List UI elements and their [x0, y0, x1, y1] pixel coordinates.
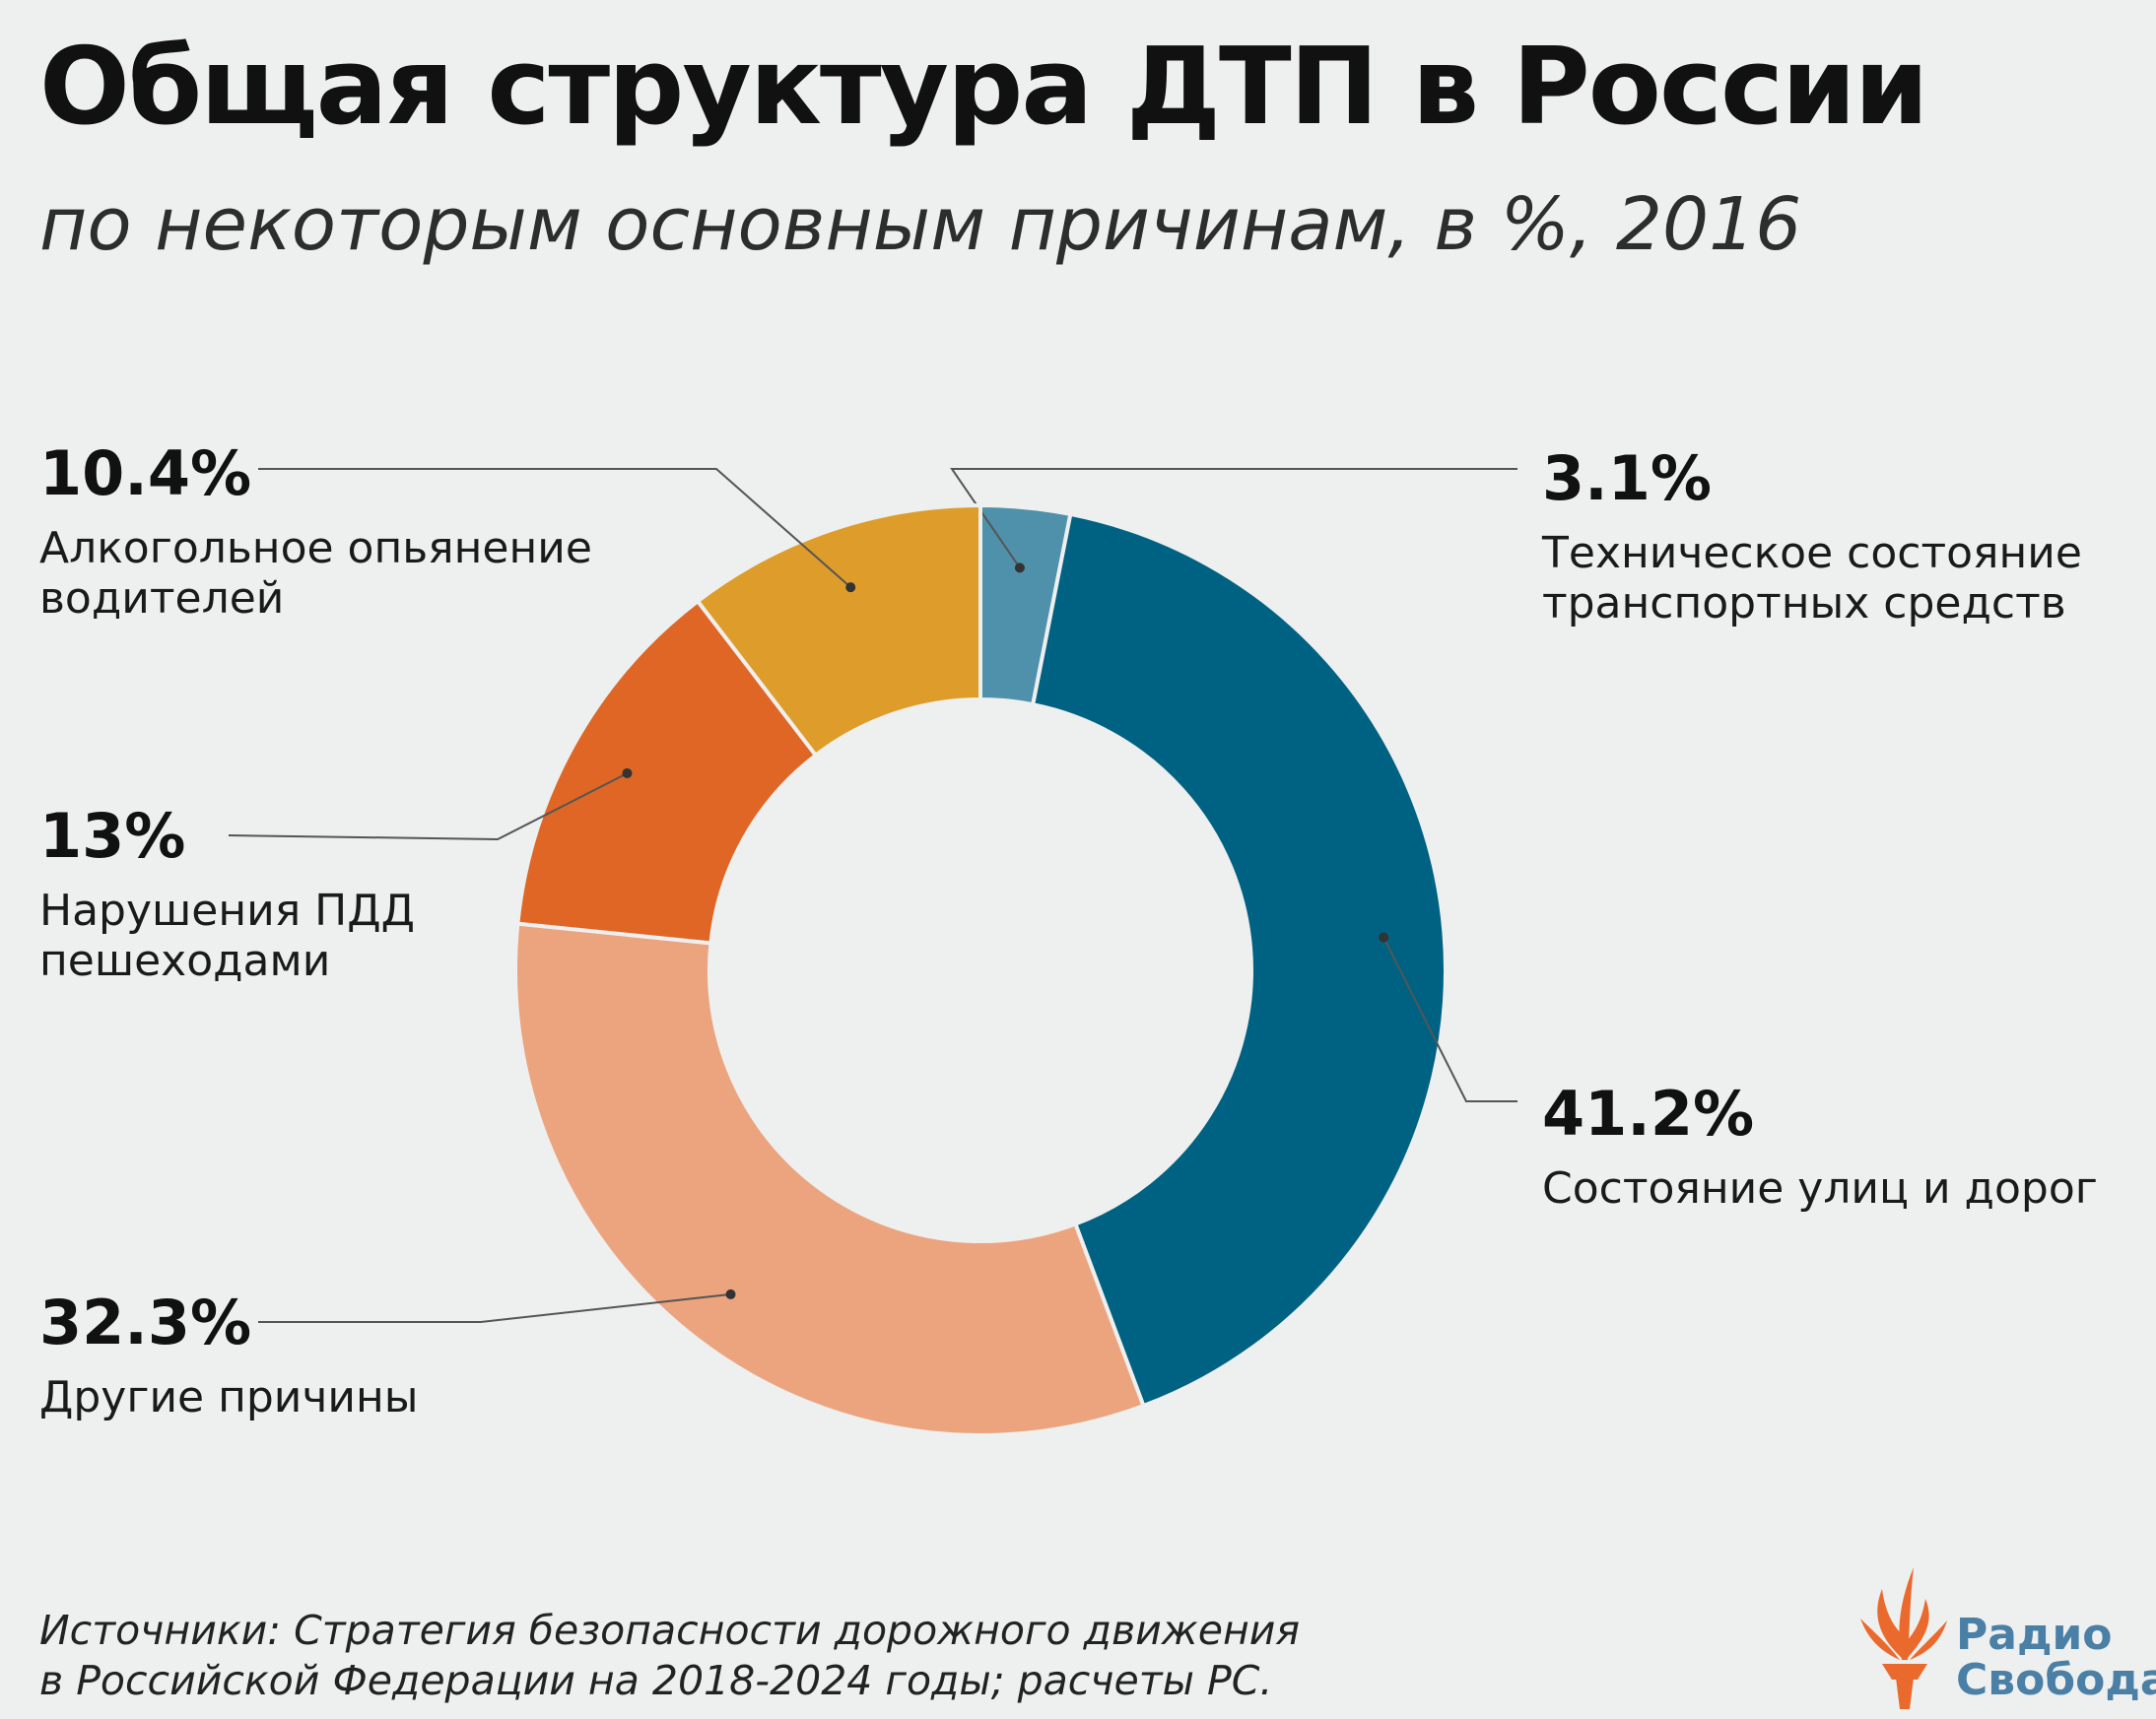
slice-category: Алкогольное опьянение водителей: [39, 523, 592, 624]
leader-dot: [1379, 932, 1389, 943]
slice-value: 41.2%: [1542, 1078, 1755, 1150]
chart-subtitle: по некоторым основным причинам, в %, 201…: [39, 182, 1802, 267]
slice-label: 32.3% Другие причины: [39, 1292, 419, 1423]
leader-dot: [622, 767, 633, 778]
leader-dot: [845, 582, 856, 593]
leader-dot: [725, 1289, 736, 1299]
slice-category: Нарушения ПДД пешеходами: [39, 886, 416, 986]
slice-category: Другие причины: [39, 1372, 419, 1422]
torch-icon: [1860, 1567, 1947, 1709]
donut-slice: [695, 502, 982, 759]
slice-value: 10.4%: [39, 437, 252, 509]
donut-slice: [515, 598, 819, 946]
leader-line: [1382, 937, 1517, 1102]
slice-label: 10.4% Алкогольное опьянение водителей: [39, 443, 592, 624]
slice-label: 13% Нарушения ПДД пешеходами: [39, 806, 415, 986]
leader-line: [258, 468, 851, 588]
slice-value: 32.3%: [39, 1287, 252, 1358]
donut-slice: [1030, 511, 1448, 1409]
logo-text: Радио Свобода: [1956, 1610, 2156, 1706]
slice-value: 3.1%: [1542, 442, 1712, 514]
slice-category: Состояние улиц и дорог: [1542, 1163, 2098, 1214]
slice-value: 13%: [39, 800, 186, 872]
radio-svoboda-logo: Радио Свобода: [1853, 1561, 2156, 1715]
chart-title: Общая структура ДТП в России: [39, 26, 1928, 149]
leader-dot: [1014, 562, 1025, 573]
slice-label: 41.2% Состояние улиц и дорог: [1542, 1084, 2098, 1215]
source-note: Источники: Стратегия безопасности дорожн…: [39, 1607, 1301, 1705]
leader-line: [258, 1292, 731, 1323]
slice-label: 3.1% Техническое состояние транспортных с…: [1542, 448, 2082, 628]
slice-category: Техническое состояние транспортных средс…: [1542, 528, 2082, 628]
leader-line: [228, 772, 628, 841]
leader-line: [950, 468, 1517, 568]
donut-slice: [513, 921, 1147, 1437]
